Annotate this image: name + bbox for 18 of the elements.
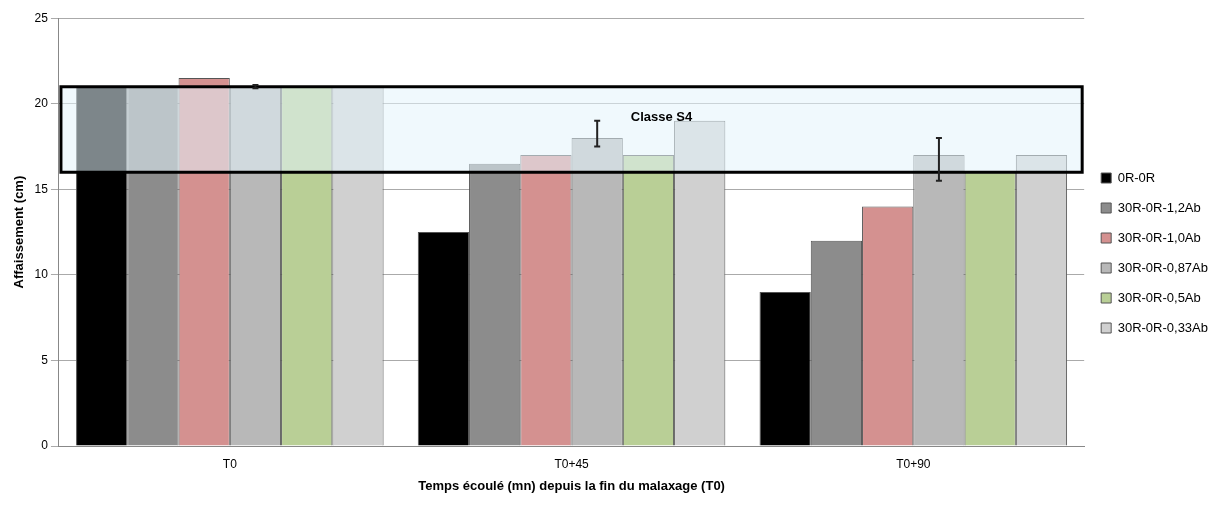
band-label: Classe S4 <box>630 109 694 125</box>
legend-label: 30R-0R-0,87Ab <box>1117 259 1208 275</box>
x-tick-label: T0 <box>222 456 238 471</box>
y-tick-label: 10 <box>34 267 49 282</box>
x-tick-label: T0+45 <box>554 456 590 471</box>
x-tick-label: T0+90 <box>896 456 931 471</box>
x-axis-title: Temps écoulé (mn) depuis la fin du malaxage (T0) <box>418 477 725 493</box>
y-tick-label: 15 <box>34 181 49 196</box>
y-tick-label: 25 <box>34 10 49 25</box>
legend-label: 30R-0R-1,2Ab <box>1117 199 1201 215</box>
y-tick-label: 5 <box>41 352 49 367</box>
legend-label: 30R-0R-0,33Ab <box>1117 319 1208 335</box>
y-axis-title: Affaissement (cm) <box>11 175 27 289</box>
y-tick-label: 20 <box>34 96 49 111</box>
legend-label: 30R-0R-1,0Ab <box>1117 229 1201 245</box>
legend-label: 30R-0R-0,5Ab <box>1117 289 1201 305</box>
legend-label: 0R-0R <box>1117 169 1156 185</box>
y-tick-label: 0 <box>41 438 49 453</box>
